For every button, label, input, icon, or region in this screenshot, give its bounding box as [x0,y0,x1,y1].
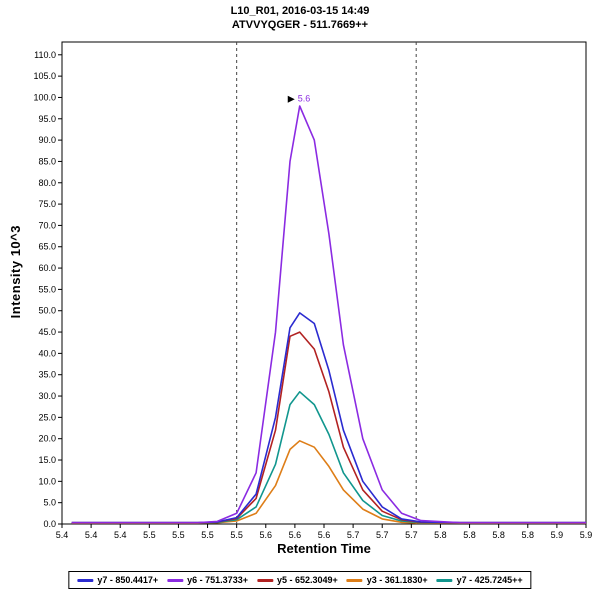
legend-color-swatch [77,578,94,582]
y-tick-label: 85.0 [38,156,56,166]
x-tick-label: 5.8 [434,530,447,540]
x-tick-label: 5.5 [230,530,243,540]
x-axis-title: Retention Time [277,541,371,556]
y-tick-label: 5.0 [43,498,56,508]
y-tick-label: 110.0 [34,50,56,60]
x-tick-label: 5.9 [580,530,593,540]
x-tick-label: 5.6 [318,530,331,540]
y-tick-label: 25.0 [38,412,56,422]
legend-color-swatch [256,578,273,582]
x-tick-label: 5.7 [405,530,418,540]
y-tick-label: 40.0 [38,348,56,358]
x-tick-label: 5.5 [172,530,185,540]
legend-label: y7 - 850.4417+ [97,575,159,585]
legend: y7 - 850.4417+ y6 - 751.3733+ y5 - 652.304… [68,571,532,589]
y-tick-label: 35.0 [38,370,56,380]
x-tick-label: 5.5 [143,530,156,540]
y-tick-label: 0.0 [43,519,56,529]
y-tick-label: 90.0 [38,135,56,145]
y-tick-label: 105.0 [33,71,56,81]
peak-annotation[interactable]: 5.6 [298,94,311,104]
peak-pointer-icon [287,95,295,103]
x-tick-label: 5.7 [347,530,360,540]
legend-color-swatch [436,578,453,582]
y-tick-label: 50.0 [38,306,56,316]
x-tick-label: 5.6 [260,530,273,540]
legend-label: y7 - 425.7245++ [456,575,523,585]
legend-label: y5 - 652.3049+ [276,575,338,585]
chart-title: L10_R01, 2016-03-15 14:49 [230,5,370,17]
y-tick-label: 20.0 [38,434,56,444]
legend-item-3[interactable]: y3 - 361.1830+ [346,575,428,585]
y-tick-label: 15.0 [38,455,56,465]
y-tick-label: 65.0 [38,242,56,252]
legend-item-1[interactable]: y6 - 751.3733+ [167,575,248,585]
x-tick-label: 5.4 [56,530,69,540]
y-tick-label: 30.0 [38,391,56,401]
chart-subtitle: ATVVYQGER - 511.7669++ [231,19,369,31]
y-tick-label: 60.0 [38,263,56,273]
y-tick-label: 75.0 [38,199,56,209]
y-tick-label: 80.0 [38,178,56,188]
y-tick-label: 95.0 [38,114,56,124]
legend-item-0[interactable]: y7 - 850.4417+ [77,575,158,585]
legend-color-swatch [167,578,184,582]
x-tick-label: 5.6 [289,530,302,540]
legend-item-2[interactable]: y5 - 652.3049+ [256,575,338,585]
legend-color-swatch [346,578,363,582]
y-tick-label: 45.0 [38,327,56,337]
y-tick-label: 55.0 [38,284,56,294]
legend-label: y3 - 361.1830+ [366,575,428,585]
y-tick-label: 100.0 [33,92,56,102]
legend-label: y6 - 751.3733+ [187,575,248,585]
x-tick-label: 5.5 [201,530,214,540]
x-tick-label: 5.8 [463,530,476,540]
y-tick-label: 10.0 [38,476,56,486]
y-tick-label: 70.0 [38,220,56,230]
chromatogram-trace-y6[interactable] [71,105,586,524]
x-tick-label: 5.4 [114,530,127,540]
legend-item-4[interactable]: y7 - 425.7245++ [436,575,523,585]
x-tick-label: 5.7 [376,530,389,540]
x-tick-label: 5.8 [492,530,505,540]
x-tick-label: 5.8 [522,530,535,540]
x-tick-label: 5.9 [551,530,564,540]
plot-border [61,41,587,525]
x-tick-label: 5.4 [85,530,98,540]
